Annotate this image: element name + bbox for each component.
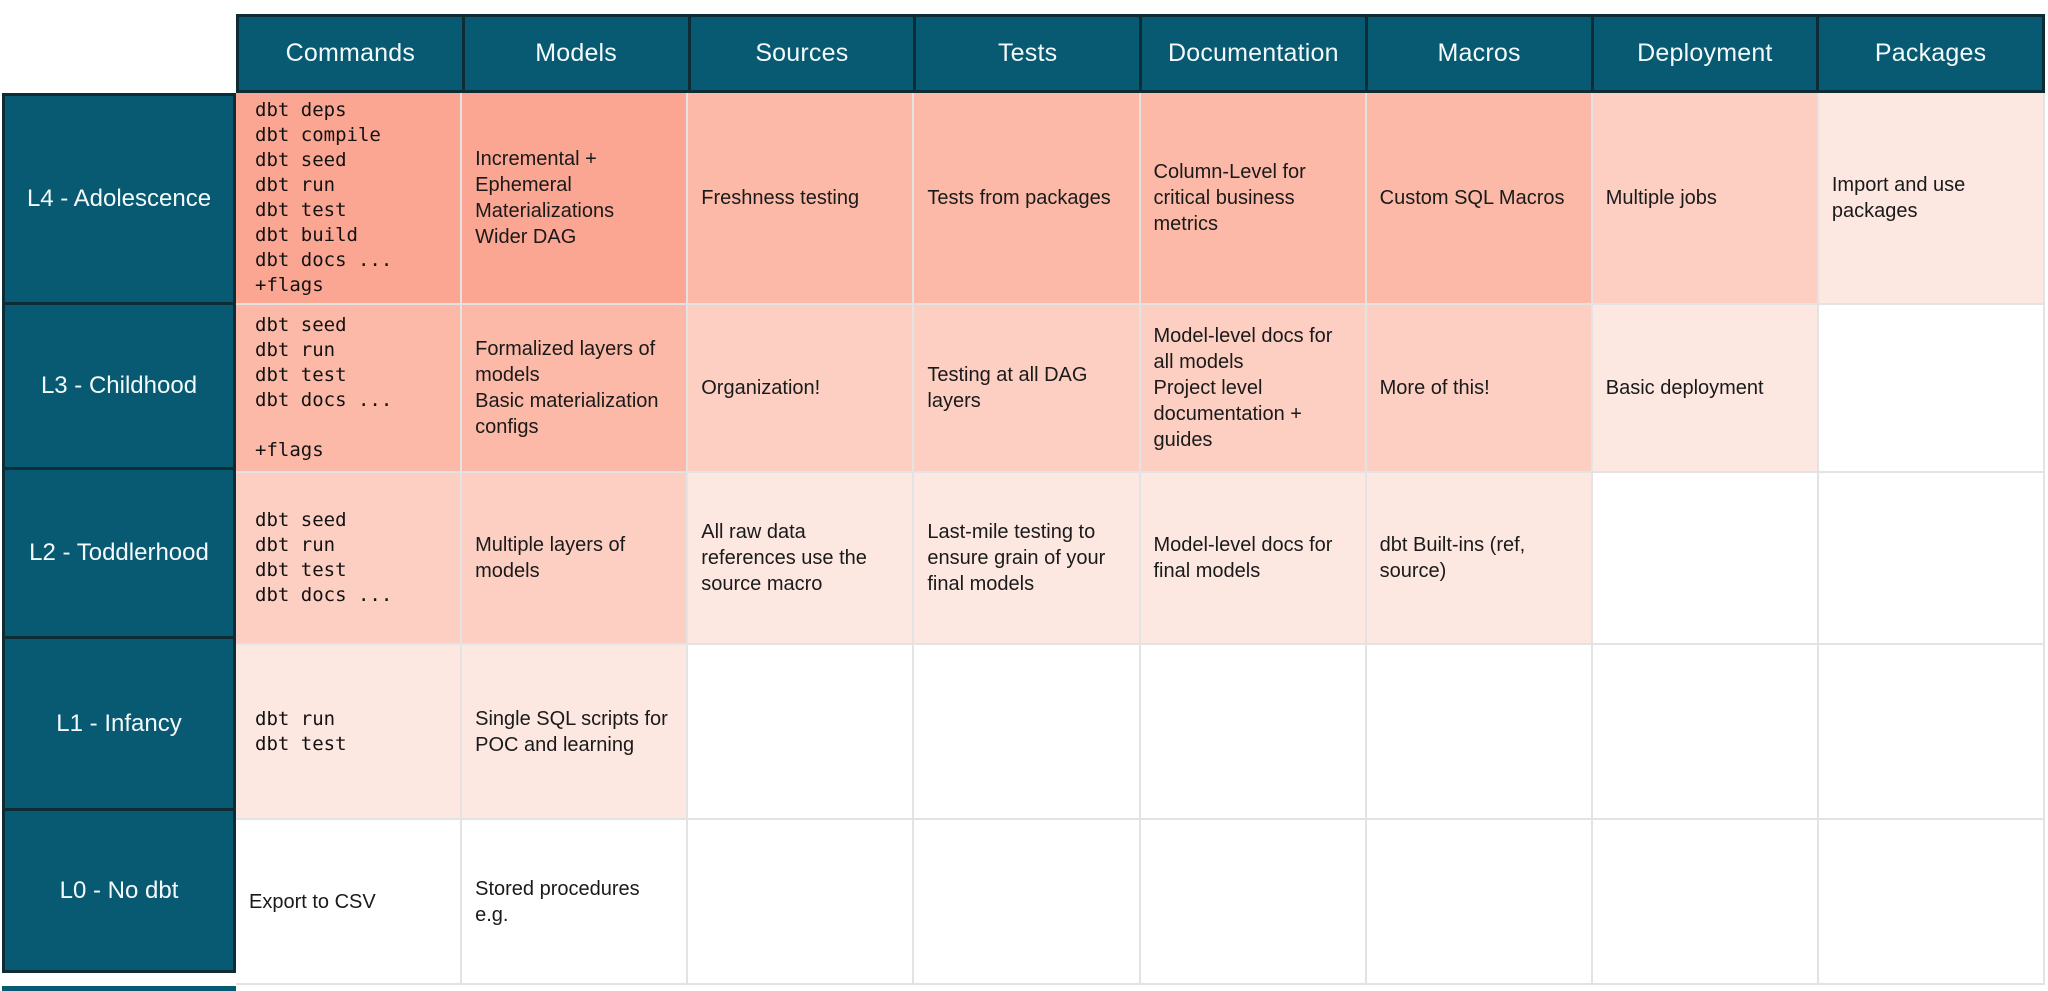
row-label-l4-adolescence: L4 - Adolescence bbox=[2, 93, 236, 305]
cell-text: Multiple layers of models bbox=[475, 534, 626, 582]
cell-l0-deployment bbox=[1592, 820, 1819, 985]
row-label-text: L2 - Toddlerhood bbox=[29, 539, 209, 566]
cell-text: Export to CSV bbox=[249, 890, 376, 913]
cell-l4-documentation: Column-Level for critical business metri… bbox=[1140, 93, 1367, 305]
cell-text: Custom SQL Macros bbox=[1379, 187, 1565, 209]
column-header-label: Models bbox=[535, 39, 618, 67]
cell-l3-tests: Testing at all DAG layers bbox=[914, 305, 1141, 473]
row-label-text: L1 - Infancy bbox=[56, 709, 182, 737]
cell-text: dbt run dbt test bbox=[255, 707, 347, 755]
cell-l2-models: Multiple layers of models bbox=[462, 473, 689, 645]
cell-text: Last-mile testing to ensure grain of you… bbox=[927, 521, 1106, 595]
column-header-documentation: Documentation bbox=[1139, 14, 1368, 93]
cell-l0-models: Stored procedures e.g. bbox=[462, 820, 689, 985]
cell-l1-sources bbox=[688, 645, 915, 820]
row-label-l3-childhood: L3 - Childhood bbox=[2, 302, 236, 470]
cell-l0-documentation bbox=[1140, 820, 1367, 985]
cell-text: dbt Built-ins (ref, source) bbox=[1379, 534, 1526, 582]
column-header-label: Documentation bbox=[1167, 39, 1339, 67]
cell-l4-models: Incremental + Ephemeral Materializations… bbox=[462, 93, 689, 305]
column-header-label: Macros bbox=[1437, 39, 1521, 67]
cell-text: dbt seed dbt run dbt test dbt docs ... +… bbox=[255, 314, 393, 461]
cell-text: Single SQL scripts for POC and learning bbox=[475, 707, 668, 756]
row-label-text: L3 - Childhood bbox=[40, 372, 198, 399]
column-header-macros: Macros bbox=[1364, 14, 1594, 93]
cell-l4-packages: Import and use packages bbox=[1818, 93, 2045, 305]
cell-text: dbt deps dbt compile dbt seed dbt run db… bbox=[255, 99, 393, 296]
cell-text: Model-level docs for all models Project … bbox=[1153, 325, 1333, 451]
cell-l3-models: Formalized layers of models Basic materi… bbox=[462, 305, 689, 473]
cell-l2-sources: All raw data references use the source m… bbox=[688, 473, 915, 645]
cell-text: Formalized layers of models Basic materi… bbox=[475, 338, 659, 438]
row-label-text: L0 - No dbt bbox=[59, 876, 179, 904]
cell-l1-macros bbox=[1366, 645, 1593, 820]
cell-l0-commands: Export to CSV bbox=[236, 820, 463, 985]
row-label-text: L4 - Adolescence bbox=[26, 185, 212, 212]
cutoff-row-strip bbox=[2, 986, 236, 991]
cell-text: Freshness testing bbox=[701, 187, 860, 209]
column-header-label: Sources bbox=[755, 39, 849, 67]
cell-text: More of this! bbox=[1379, 377, 1490, 399]
cell-l3-deployment: Basic deployment bbox=[1592, 305, 1819, 473]
cell-text: Incremental + Ephemeral Materializations… bbox=[475, 148, 615, 248]
cell-l0-packages bbox=[1818, 820, 2045, 985]
cell-l3-sources: Organization! bbox=[688, 305, 915, 473]
column-header-sources: Sources bbox=[687, 14, 917, 93]
cell-l0-macros bbox=[1366, 820, 1593, 985]
row-label-column: L4 - Adolescence L3 - Childhood L2 - Tod… bbox=[2, 93, 236, 973]
cell-l3-documentation: Model-level docs for all models Project … bbox=[1140, 305, 1367, 473]
row-label-l0-no-dbt: L0 - No dbt bbox=[2, 808, 236, 973]
column-header-commands: Commands bbox=[236, 14, 465, 93]
row-label-l2-toddlerhood: L2 - Toddlerhood bbox=[2, 467, 236, 639]
cell-l2-tests: Last-mile testing to ensure grain of you… bbox=[914, 473, 1141, 645]
cell-l2-packages bbox=[1818, 473, 2045, 645]
column-header-row: Commands Models Sources Tests Documentat… bbox=[236, 14, 2045, 93]
cell-l1-documentation bbox=[1140, 645, 1367, 820]
cell-text: Tests from packages bbox=[927, 187, 1111, 209]
cell-text: Model-level docs for final models bbox=[1153, 534, 1333, 582]
cell-l2-macros: dbt Built-ins (ref, source) bbox=[1366, 473, 1593, 645]
cell-l0-tests bbox=[914, 820, 1141, 985]
cell-text: dbt seed dbt run dbt test dbt docs ... bbox=[255, 509, 393, 606]
cell-l0-sources bbox=[688, 820, 915, 985]
cell-l1-commands: dbt run dbt test bbox=[236, 645, 463, 820]
cell-l4-sources: Freshness testing bbox=[688, 93, 915, 305]
cell-l4-tests: Tests from packages bbox=[914, 93, 1141, 305]
cell-l3-commands: dbt seed dbt run dbt test dbt docs ... +… bbox=[236, 305, 463, 473]
cell-l1-packages bbox=[1818, 645, 2045, 820]
cell-text: Column-Level for critical business metri… bbox=[1153, 161, 1306, 235]
cell-l4-deployment: Multiple jobs bbox=[1592, 93, 1819, 305]
cell-l3-packages bbox=[1818, 305, 2045, 473]
cell-text: Multiple jobs bbox=[1605, 187, 1717, 209]
column-header-label: Tests bbox=[997, 39, 1058, 67]
cell-text: Testing at all DAG layers bbox=[927, 364, 1088, 412]
cell-l2-deployment bbox=[1592, 473, 1819, 645]
cell-text: All raw data references use the source m… bbox=[701, 521, 867, 595]
cell-l4-macros: Custom SQL Macros bbox=[1366, 93, 1593, 305]
cell-l1-tests bbox=[914, 645, 1141, 820]
column-header-label: Commands bbox=[285, 39, 416, 67]
cell-l1-deployment bbox=[1592, 645, 1819, 820]
column-header-deployment: Deployment bbox=[1590, 14, 1820, 93]
column-header-packages: Packages bbox=[1816, 14, 2045, 93]
cell-text: Stored procedures e.g. bbox=[475, 877, 640, 926]
cell-l1-models: Single SQL scripts for POC and learning bbox=[462, 645, 689, 820]
matrix-body: dbt deps dbt compile dbt seed dbt run db… bbox=[236, 93, 2045, 985]
row-label-l1-infancy: L1 - Infancy bbox=[2, 636, 236, 811]
cell-l4-commands: dbt deps dbt compile dbt seed dbt run db… bbox=[236, 93, 463, 305]
cell-l2-commands: dbt seed dbt run dbt test dbt docs ... bbox=[236, 473, 463, 645]
cell-text: Organization! bbox=[701, 377, 821, 399]
column-header-label: Deployment bbox=[1637, 39, 1773, 67]
cell-text: Basic deployment bbox=[1605, 377, 1764, 399]
column-header-label: Packages bbox=[1874, 39, 1987, 67]
cell-l2-documentation: Model-level docs for final models bbox=[1140, 473, 1367, 645]
cell-l3-macros: More of this! bbox=[1366, 305, 1593, 473]
column-header-models: Models bbox=[461, 14, 691, 93]
column-header-tests: Tests bbox=[913, 14, 1142, 93]
cell-text: Import and use packages bbox=[1831, 174, 1966, 222]
